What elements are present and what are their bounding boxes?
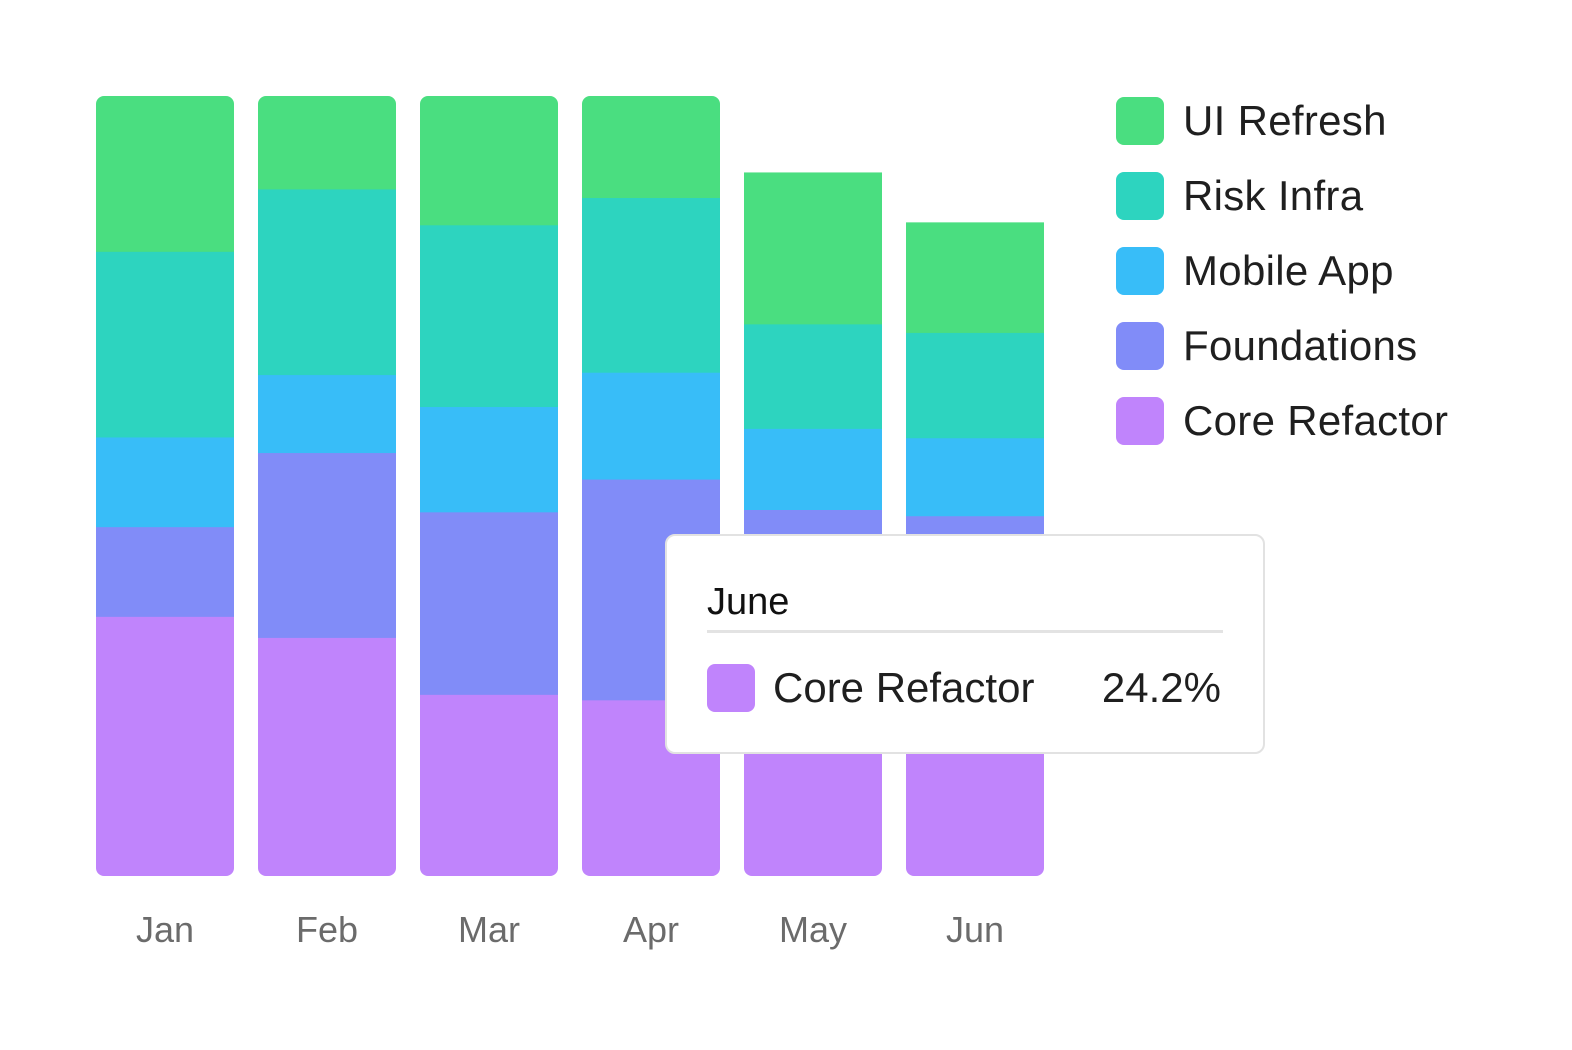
bar-segment-ui-refresh-apr[interactable]: [582, 96, 720, 198]
bar-segment-ui-refresh-may[interactable]: [744, 172, 882, 325]
tooltip-series-name: Core Refactor: [773, 664, 1035, 711]
chart-tooltip: June Core Refactor 24.2%: [665, 534, 1265, 754]
legend-item-foundations[interactable]: Foundations: [1116, 322, 1448, 370]
bar-segment-foundations-jan[interactable]: [96, 526, 234, 617]
bar-segment-risk-infra-mar[interactable]: [420, 224, 558, 408]
bar-segment-risk-infra-apr[interactable]: [582, 197, 720, 373]
legend-item-risk-infra[interactable]: Risk Infra: [1116, 172, 1448, 220]
legend-label: Core Refactor: [1183, 397, 1449, 444]
tooltip-swatch: [707, 664, 755, 712]
bar-segment-core-refactor-mar[interactable]: [420, 694, 558, 876]
bar-segment-risk-infra-jun[interactable]: [906, 332, 1044, 439]
bar-segment-ui-refresh-jun[interactable]: [906, 222, 1044, 333]
bar-stack-apr[interactable]: [582, 96, 720, 877]
x-tick-label-feb: Feb: [296, 909, 358, 950]
legend-item-core-refactor[interactable]: Core Refactor: [1116, 397, 1448, 445]
bar-segment-risk-infra-may[interactable]: [744, 323, 882, 429]
bar-segment-mobile-app-may[interactable]: [744, 428, 882, 510]
bar-segment-core-refactor-jan[interactable]: [96, 616, 234, 876]
bar-stack-may[interactable]: [744, 172, 882, 876]
legend-item-mobile-app[interactable]: Mobile App: [1116, 247, 1448, 295]
bar-segment-mobile-app-mar[interactable]: [420, 406, 558, 513]
bar-segment-risk-infra-feb[interactable]: [258, 188, 396, 376]
bar-segment-mobile-app-jun[interactable]: [906, 437, 1044, 517]
bar-segment-mobile-app-feb[interactable]: [258, 374, 396, 454]
bar-segment-core-refactor-feb[interactable]: [258, 637, 396, 876]
x-axis-tick-labels: Jan Feb Mar Apr May Jun: [136, 909, 1004, 950]
bars-layer: [96, 96, 1044, 877]
tooltip-row: Core Refactor 24.2%: [707, 664, 1223, 712]
chart-legend: UI Refresh Risk Infra Mobile App Foundat…: [1116, 97, 1448, 472]
legend-swatch: [1116, 247, 1164, 295]
legend-item-ui-refresh[interactable]: UI Refresh: [1116, 97, 1448, 145]
bar-segment-foundations-feb[interactable]: [258, 452, 396, 638]
legend-label: Foundations: [1183, 322, 1418, 369]
legend-swatch: [1116, 172, 1164, 220]
legend-swatch: [1116, 322, 1164, 370]
legend-swatch: [1116, 97, 1164, 145]
x-tick-label-mar: Mar: [458, 909, 520, 950]
x-tick-label-jun: Jun: [946, 909, 1004, 950]
tooltip-title: June: [707, 580, 1223, 633]
legend-swatch: [1116, 397, 1164, 445]
bar-segment-ui-refresh-mar[interactable]: [420, 96, 558, 226]
tooltip-value: 24.2%: [1101, 664, 1221, 711]
bar-stack-mar[interactable]: [420, 96, 558, 877]
bar-stack-jan[interactable]: [96, 96, 234, 877]
legend-label: Risk Infra: [1183, 172, 1364, 219]
legend-label: UI Refresh: [1183, 97, 1387, 144]
legend-label: Mobile App: [1183, 247, 1394, 294]
bar-segment-ui-refresh-jan[interactable]: [96, 96, 234, 252]
x-tick-label-apr: Apr: [623, 909, 679, 950]
bar-stack-feb[interactable]: [258, 96, 396, 877]
bar-segment-foundations-mar[interactable]: [420, 511, 558, 695]
bar-segment-mobile-app-jan[interactable]: [96, 436, 234, 528]
x-tick-label-jan: Jan: [136, 909, 194, 950]
x-tick-label-may: May: [779, 909, 847, 950]
bar-segment-mobile-app-apr[interactable]: [582, 372, 720, 480]
bar-segment-risk-infra-jan[interactable]: [96, 251, 234, 438]
bar-segment-ui-refresh-feb[interactable]: [258, 96, 396, 190]
